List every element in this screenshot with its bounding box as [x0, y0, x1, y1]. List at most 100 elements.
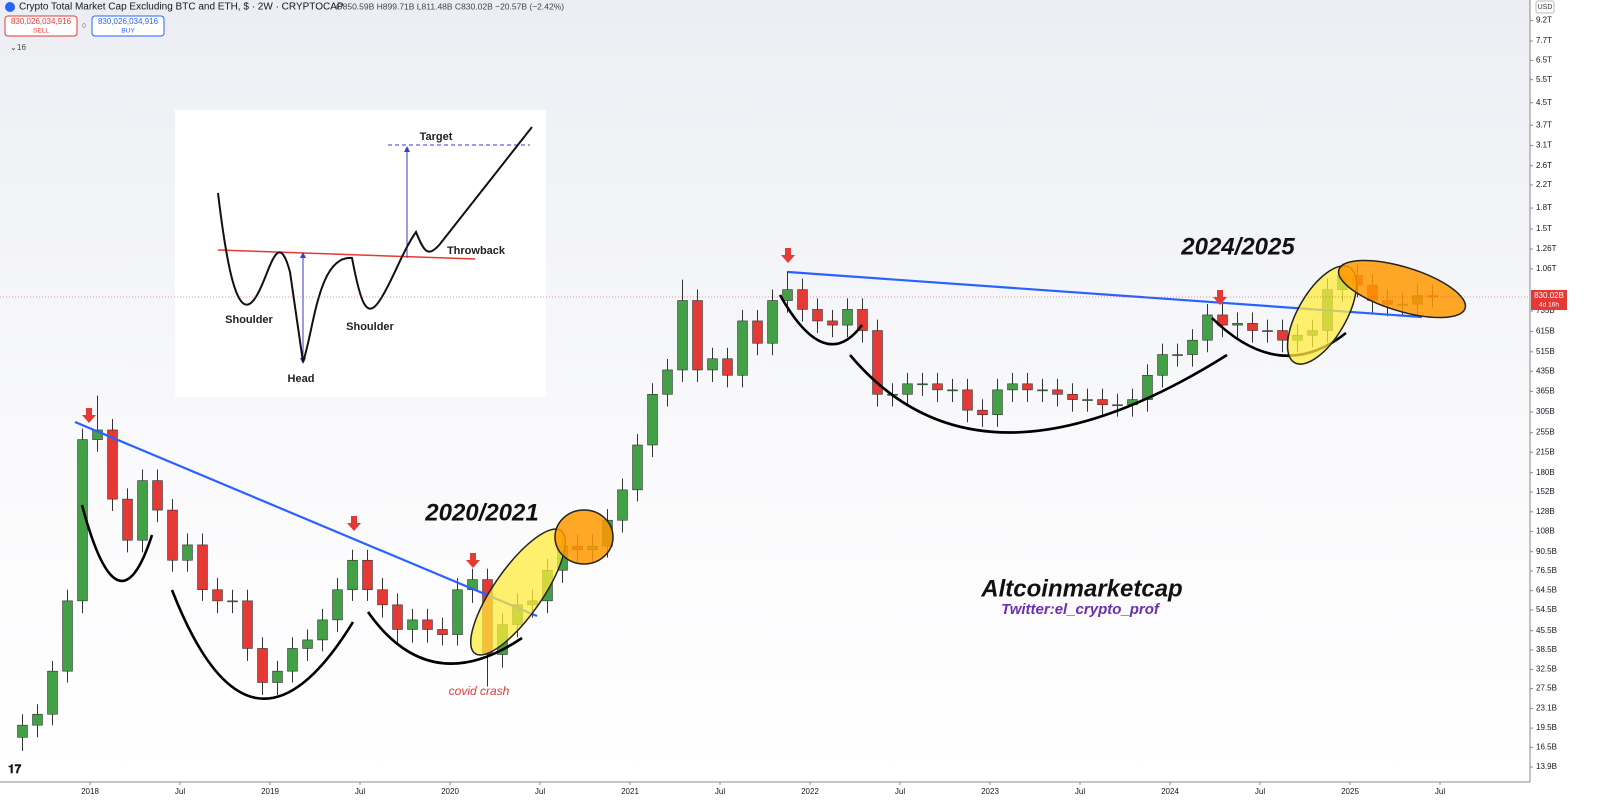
y-tick-label: 3.1T [1536, 141, 1552, 150]
x-tick-label: 2023 [981, 787, 999, 796]
y-tick-label: 365B [1536, 387, 1555, 396]
candle-body [377, 589, 388, 606]
y-tick-label: 38.5B [1536, 645, 1557, 654]
candle-body [1022, 383, 1033, 391]
y-tick-label: 180B [1536, 468, 1555, 477]
candle-body [167, 509, 178, 561]
highlight-ellipse [1337, 259, 1467, 319]
candle-body [152, 480, 163, 511]
candle-body [1007, 383, 1018, 391]
candle-body [32, 713, 43, 726]
candle-body [992, 389, 1003, 416]
candle-body [137, 480, 148, 541]
x-tick-label: 2024 [1161, 787, 1179, 796]
candle-body [1082, 399, 1093, 401]
annotation: 2024/2025 [1180, 233, 1295, 260]
candle-body [857, 309, 868, 331]
price-tag-label: 830.02B [1534, 291, 1564, 300]
candle-body [422, 619, 433, 630]
y-tick-label: 32.5B [1536, 665, 1557, 674]
inset-label: Shoulder [225, 314, 273, 326]
y-tick-label: 152B [1536, 487, 1555, 496]
candle-body [647, 393, 658, 446]
candle-body [812, 309, 823, 322]
candle-body [962, 389, 973, 411]
candle-body [692, 300, 703, 371]
candle-body [782, 289, 793, 301]
drawings: 2020/2021 2024/2025 Altcoinmarketcap Twi… [74, 233, 1467, 700]
pattern-curve [217, 126, 533, 363]
y-tick-label: 54.5B [1536, 605, 1557, 614]
candle-body [272, 670, 283, 683]
candle-body [677, 300, 688, 371]
candle-body [797, 289, 808, 310]
y-tick-label: 23.1B [1536, 704, 1557, 713]
candle-body [932, 383, 943, 391]
symbol-icon [5, 2, 15, 12]
y-tick-label: 45.5B [1536, 626, 1557, 635]
inset-label: Head [288, 373, 315, 385]
inset-background [175, 110, 546, 397]
arc [170, 589, 355, 700]
buy-button[interactable] [91, 15, 165, 37]
x-tick-label: 2022 [801, 787, 819, 796]
candle-body [737, 320, 748, 376]
inset-label: Throwback [447, 245, 506, 257]
neckline [217, 249, 476, 260]
pattern-arcs [80, 294, 1347, 700]
x-tick-label: 2019 [261, 787, 279, 796]
y-tick-label: 255B [1536, 428, 1555, 437]
candle-body [1157, 354, 1168, 376]
down-arrow [781, 248, 795, 263]
candle-body [347, 559, 358, 591]
symbol-title: Crypto Total Market Cap Excluding BTC an… [19, 2, 344, 13]
y-tick-label: 19.5B [1536, 723, 1557, 732]
currency: USD [1538, 4, 1553, 11]
candle-body [452, 589, 463, 635]
annotation: Altcoinmarketcap [980, 575, 1182, 602]
y-tick-label: 1.26T [1536, 244, 1557, 253]
y-tick-label: 13.9B [1536, 762, 1557, 771]
y-tick-label: 9.2T [1536, 16, 1552, 25]
x-tick-label: 2020 [441, 787, 459, 796]
sell-button[interactable] [4, 15, 78, 37]
candle-body [1232, 323, 1243, 326]
candle-body [1052, 389, 1063, 395]
candle-body [1202, 314, 1213, 341]
candle-body [392, 604, 403, 630]
y-tick-label: 215B [1536, 447, 1555, 456]
candle-body [287, 648, 298, 672]
down-arrow [466, 553, 480, 568]
indicator-toggle[interactable]: ⌄ [10, 43, 17, 52]
y-tick-label: 6.5T [1536, 56, 1552, 65]
annotation: Twitter:el_crypto_prof [1001, 601, 1161, 618]
currency-box[interactable] [1535, 0, 1555, 14]
y-tick-label: 76.5B [1536, 566, 1557, 575]
inset-label: Target [420, 131, 453, 143]
y-tick-label: 27.5B [1536, 684, 1557, 693]
candle-body [317, 619, 328, 641]
candle-body [212, 589, 223, 602]
candle-body [257, 648, 268, 683]
y-tick-label: 515B [1536, 347, 1555, 356]
buy-price: 830,026,034,916 [98, 17, 159, 26]
spread: 0 [82, 23, 86, 30]
candle-body [662, 369, 673, 395]
y-tick-label: 435B [1536, 366, 1555, 375]
annotation: covid crash [449, 684, 510, 698]
arc [366, 611, 523, 665]
arc [778, 294, 864, 346]
y-tick-label: 1.8T [1536, 203, 1552, 212]
countdown-label: 4d 16h [1539, 302, 1559, 309]
candle-body [1067, 393, 1078, 400]
x-tick-label: 2021 [621, 787, 639, 796]
header: Crypto Total Market Cap Excluding BTC an… [4, 0, 1555, 776]
candle-body [902, 383, 913, 395]
candle-body [107, 429, 118, 500]
candle-body [632, 444, 643, 491]
y-tick-label: 305B [1536, 407, 1555, 416]
candle-body [947, 389, 958, 392]
candle-body [227, 600, 238, 603]
